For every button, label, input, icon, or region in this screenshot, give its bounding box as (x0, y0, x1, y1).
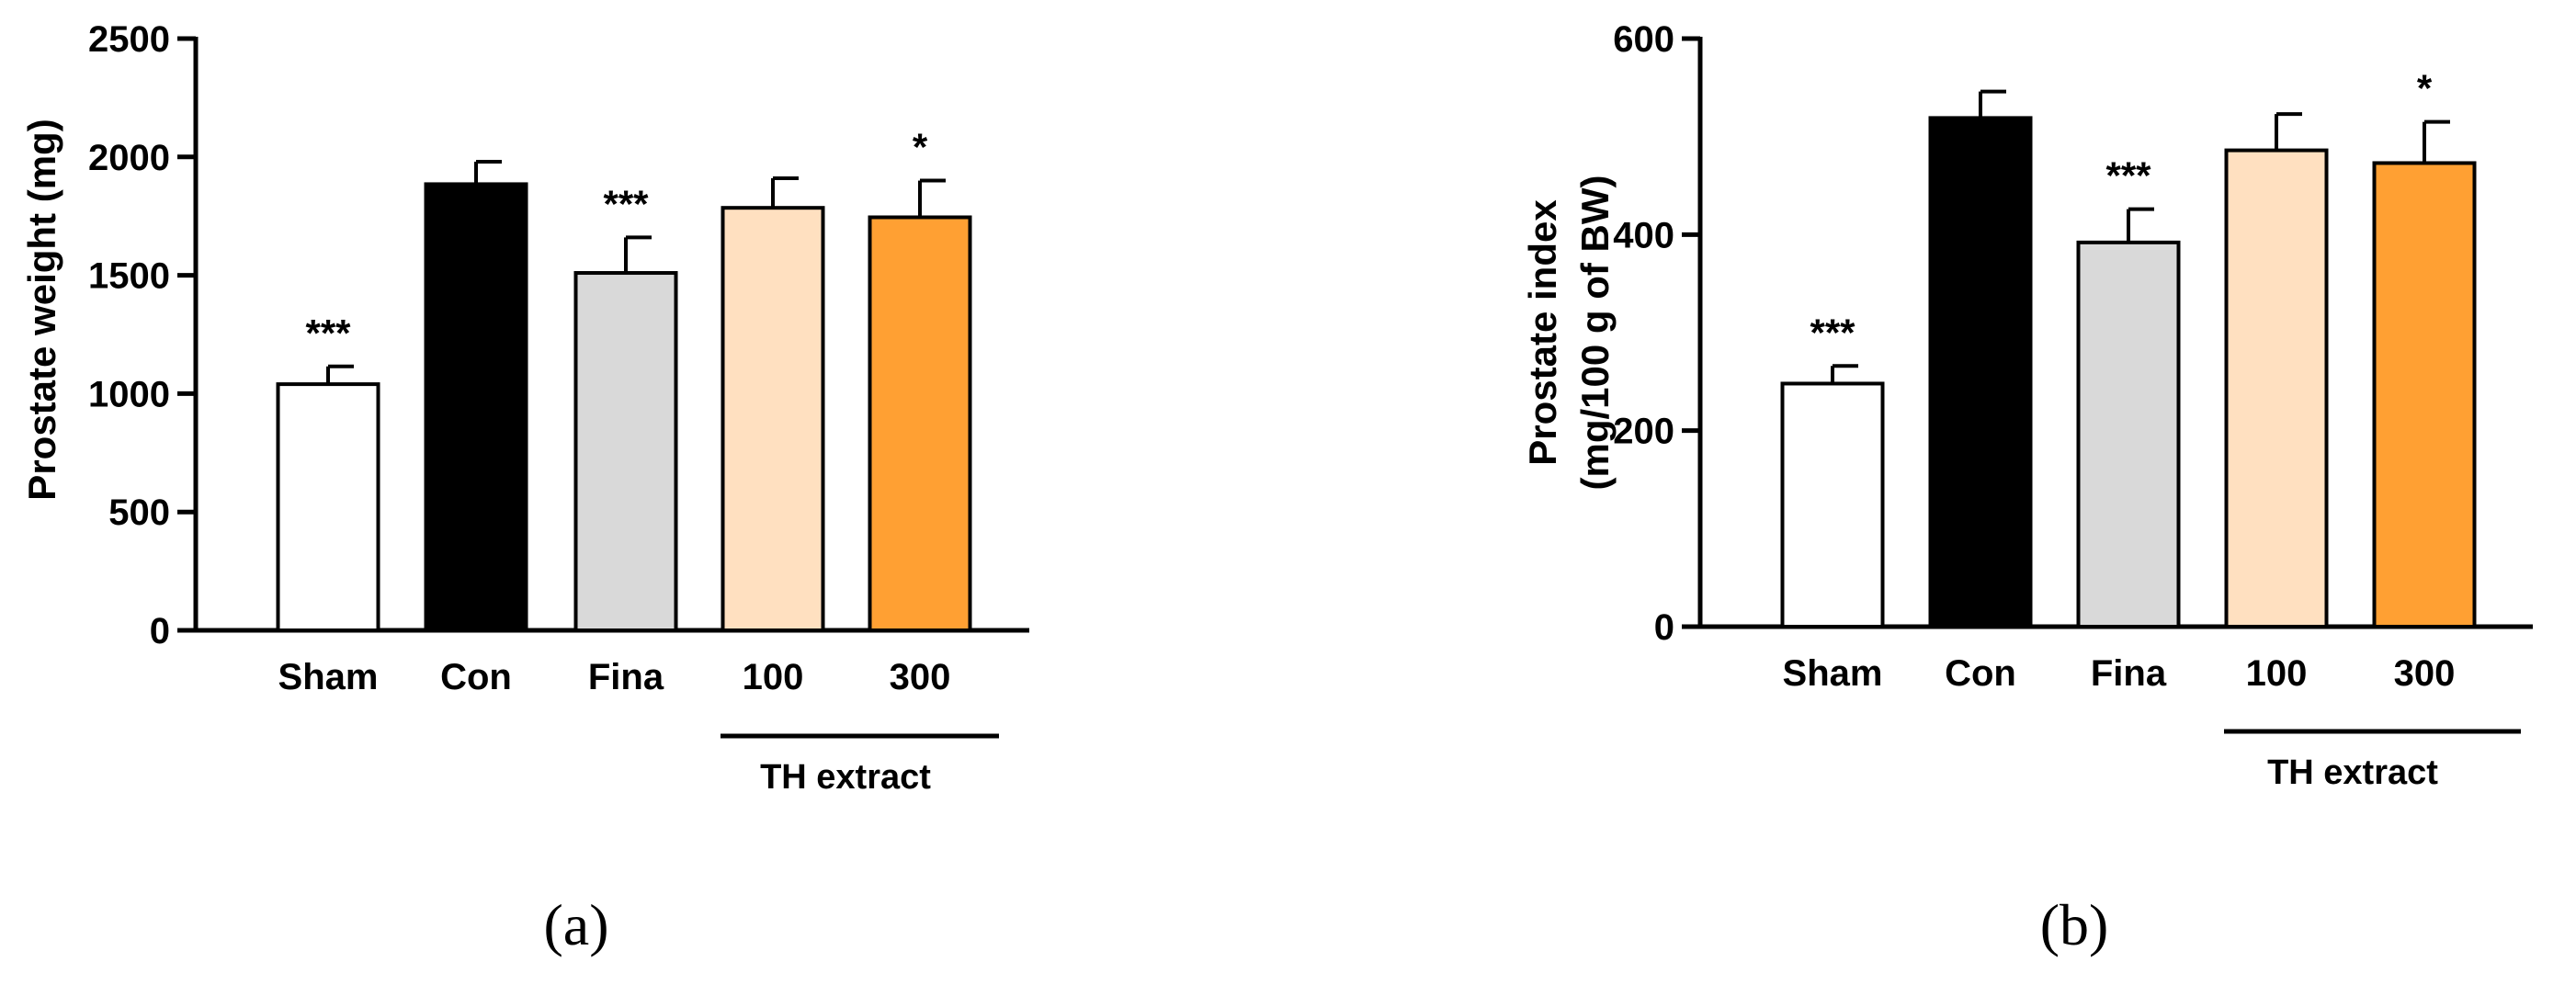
x-tick-label: Fina (588, 657, 664, 697)
y-axis-label-line-2: (mg/100 g of BW) (1573, 175, 1617, 491)
chart-panel-a: Prostate weight (mg) TH extract (a) 0 500… (20, 19, 1029, 957)
y-tick-label: 200 (1613, 412, 1674, 452)
bar-300 (2372, 161, 2477, 628)
y-tick-label: 0 (150, 611, 170, 651)
x-tick-label: Sham (278, 657, 379, 697)
bar-fina (2076, 240, 2181, 628)
y-tick-label: 2000 (88, 138, 170, 178)
group-label: TH extract (760, 758, 931, 797)
significance-mark: * (913, 126, 928, 169)
y-tick-label: 2500 (88, 19, 170, 60)
y-tick-label: 1500 (88, 256, 170, 297)
x-tick-label: Sham (1783, 653, 1883, 694)
y-tick-label: 1000 (88, 374, 170, 414)
x-tick-label: Con (440, 657, 512, 697)
x-tick-label: 300 (2394, 653, 2456, 694)
panel-label: (b) (2040, 892, 2109, 957)
chart-panel-b: Prostate index (mg/100 g of BW) TH extra… (1521, 19, 2533, 957)
significance-mark: *** (305, 311, 351, 355)
x-tick-label: 100 (743, 657, 804, 697)
y-tick-label: 500 (108, 492, 170, 533)
bar-sham (1780, 381, 1885, 628)
bar-fina (573, 271, 678, 632)
bar-100 (2224, 148, 2329, 629)
bar-con (1928, 116, 2033, 628)
x-tick-label: Fina (2091, 653, 2167, 694)
significance-mark: * (2417, 67, 2433, 110)
bar-sham (276, 382, 380, 632)
group-label: TH extract (2267, 753, 2438, 792)
x-tick-label: 100 (2246, 653, 2308, 694)
y-axis-label-line-1: Prostate index (1521, 199, 1564, 466)
x-tick-label: Con (1945, 653, 2016, 694)
y-axis-label: Prostate weight (mg) (20, 119, 63, 500)
significance-mark: *** (603, 182, 649, 225)
y-tick-label: 400 (1613, 215, 1674, 255)
significance-mark: *** (1810, 311, 1855, 354)
bar-300 (868, 215, 972, 632)
panel-label: (a) (543, 892, 608, 957)
x-tick-label: 300 (890, 657, 951, 697)
y-tick-label: 600 (1613, 19, 1674, 60)
bar-con (424, 182, 528, 632)
bar-100 (721, 206, 825, 633)
significance-mark: *** (2105, 154, 2151, 198)
y-tick-label: 0 (1654, 607, 1674, 648)
